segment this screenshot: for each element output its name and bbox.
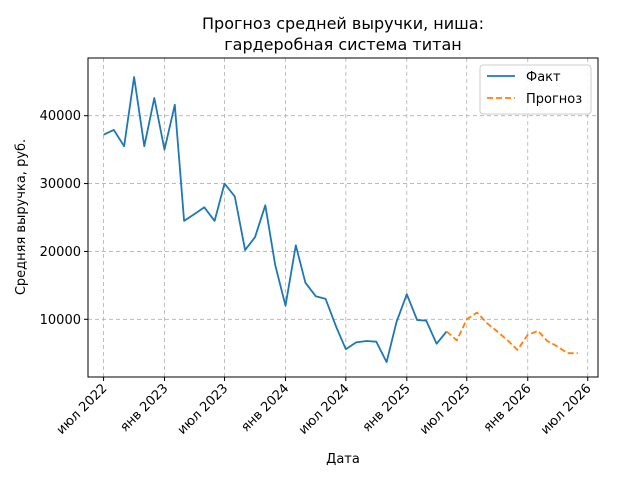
series-line-forecast xyxy=(446,311,578,355)
y-tick-label: 40000 xyxy=(40,109,81,124)
chart-title: Прогноз средней выручки, ниша: гардеробн… xyxy=(202,14,484,54)
x-tick-label: июл 2024 xyxy=(296,381,353,438)
y-tick-label: 20000 xyxy=(40,245,81,260)
x-axis-label: Дата xyxy=(326,452,360,467)
series-lines xyxy=(103,76,578,364)
legend-box xyxy=(479,64,592,115)
x-tick-label: июл 2023 xyxy=(175,381,232,438)
y-axis-label: Средняя выручка, руб. xyxy=(14,139,29,295)
y-tick-label: 30000 xyxy=(40,177,81,192)
x-axis: июл 2022 янв 2023 июл 2023 янв 2024 июл 2024… xyxy=(54,377,595,438)
x-tick-label: июл 2025 xyxy=(417,381,474,438)
x-tick-label: янв 2023 xyxy=(117,381,171,435)
x-tick-label: янв 2025 xyxy=(360,381,414,435)
plot-frame xyxy=(87,57,599,378)
legend: Факт Прогноз xyxy=(479,64,592,115)
x-tick-label: июл 2022 xyxy=(54,381,111,438)
legend-label-forecast: Прогноз xyxy=(526,92,582,107)
y-axis: 10000 20000 30000 40000 xyxy=(40,109,88,328)
x-tick-label: янв 2024 xyxy=(238,381,292,435)
series-line-fact xyxy=(103,76,448,364)
chart-title-line-1: Прогноз средней выручки, ниша: xyxy=(202,14,484,33)
y-tick-label: 10000 xyxy=(40,313,81,328)
chart-title-line-2: гардеробная система титан xyxy=(224,35,461,54)
x-tick-label: янв 2026 xyxy=(481,381,535,435)
legend-label-fact: Факт xyxy=(526,70,561,85)
x-tick-label: июл 2026 xyxy=(538,381,595,438)
